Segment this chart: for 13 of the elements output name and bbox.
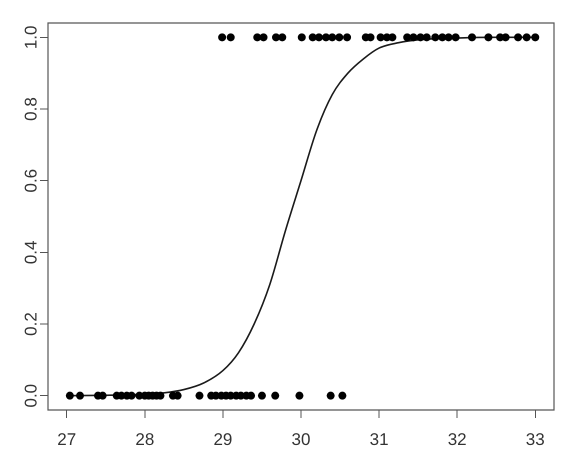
x-tick-label: 27: [57, 430, 76, 449]
y-tick-label: 1.0: [22, 26, 41, 50]
x-tick-label: 33: [526, 430, 545, 449]
y-tick-label: 0.4: [22, 240, 41, 264]
x-tick-label: 30: [292, 430, 310, 449]
x-tick-label: 32: [448, 430, 467, 449]
x-tick-label: 31: [370, 430, 389, 449]
y-tick-label: 0.2: [22, 312, 41, 336]
y-tick-label: 0.6: [22, 168, 41, 192]
x-tick-label: 29: [213, 430, 232, 449]
x-tick-label: 28: [135, 430, 154, 449]
y-tick-label: 0.0: [22, 384, 41, 408]
y-tick-label: 0.8: [22, 97, 41, 121]
